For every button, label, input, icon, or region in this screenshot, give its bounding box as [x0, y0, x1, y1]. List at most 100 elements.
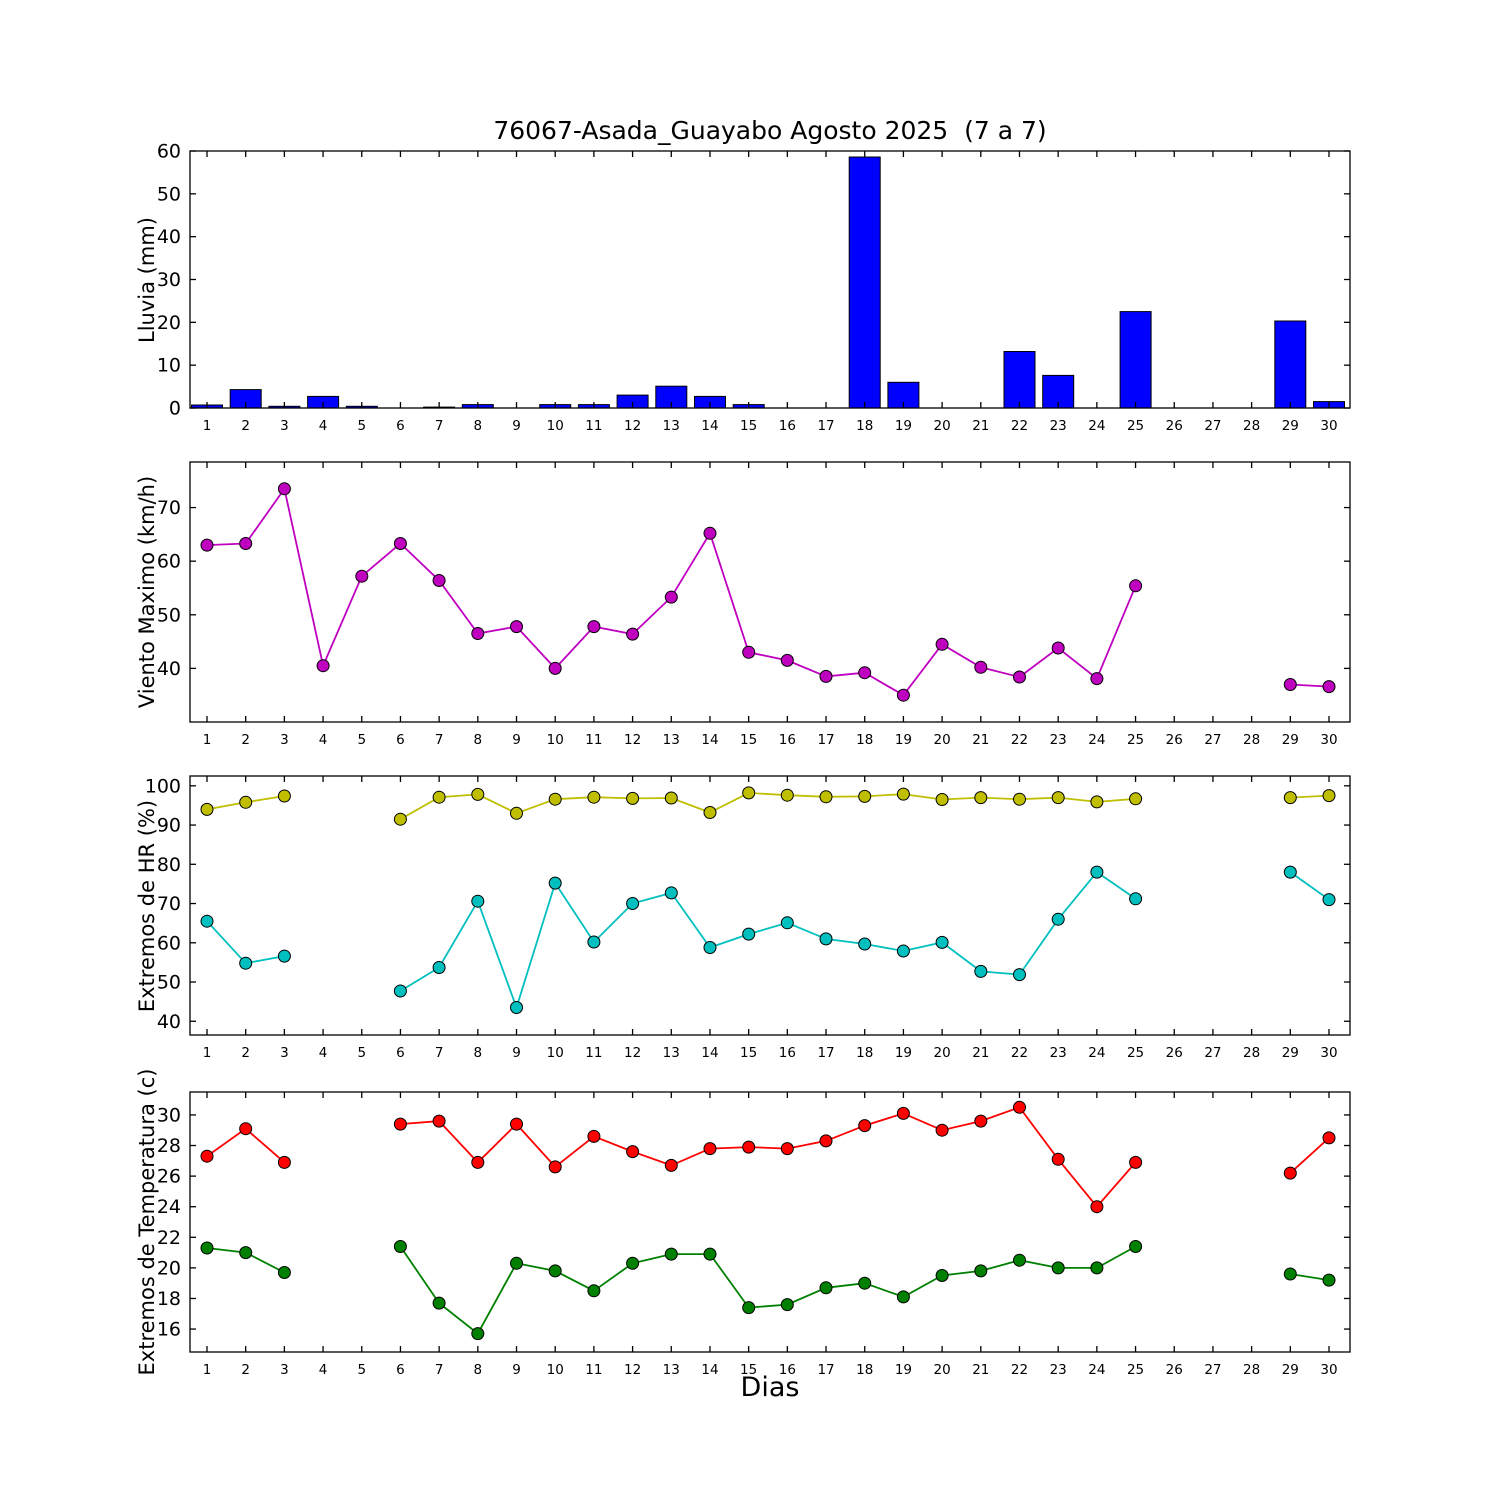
x-tick-label: 15 [740, 1045, 757, 1061]
x-tick-label: 3 [280, 732, 289, 748]
x-tick-label: 1 [203, 732, 212, 748]
marker-viento-maximo-day-3 [277, 482, 291, 496]
marker-hr-minima-day-20 [935, 935, 949, 949]
x-tick-label: 29 [1282, 732, 1299, 748]
x-tick-label: 16 [779, 1045, 796, 1061]
x-tick-label: 13 [663, 1362, 680, 1378]
marker-hr-maxima-day-6 [393, 812, 407, 826]
x-tick-label: 25 [1127, 1362, 1144, 1378]
y-tick-label: 40 [157, 226, 181, 248]
marker-viento-maximo-day-12 [626, 627, 640, 641]
x-tick-label: 12 [624, 1362, 641, 1378]
marker-temperatura-maxima-day-7 [432, 1114, 446, 1128]
marker-hr-maxima-day-12 [626, 791, 640, 805]
marker-temperatura-maxima-day-29 [1283, 1166, 1297, 1180]
marker-temperatura-maxima-day-1 [200, 1149, 214, 1163]
y-tick-label: 28 [157, 1135, 181, 1157]
marker-viento-maximo-day-18 [858, 666, 872, 680]
y-tick-label: 100 [145, 775, 181, 797]
y-tick-label: 70 [157, 893, 181, 915]
x-tick-label: 27 [1204, 418, 1221, 434]
x-tick-label: 28 [1243, 732, 1260, 748]
marker-hr-minima-day-3 [277, 949, 291, 963]
marker-hr-maxima-day-20 [935, 793, 949, 806]
marker-viento-maximo-day-10 [548, 661, 562, 675]
marker-hr-minima-day-22 [1013, 968, 1026, 982]
x-tick-label: 8 [474, 1045, 483, 1061]
line-hr-minima [399, 870, 1137, 1011]
marker-hr-minima-day-18 [858, 937, 872, 951]
x-tick-label: 8 [474, 418, 483, 434]
x-tick-label: 12 [624, 1045, 641, 1061]
x-tick-label: 30 [1320, 1362, 1337, 1378]
marker-hr-minima-day-12 [626, 897, 640, 910]
y-ticks: 16 18 20 22 24 26 28 30 [157, 1104, 1350, 1341]
x-tick-label: 9 [512, 1362, 521, 1378]
x-tick-label: 10 [547, 418, 564, 434]
marker-temperatura-maxima-day-16 [780, 1142, 794, 1156]
y-tick-label: 80 [157, 854, 181, 876]
x-tick-label: 30 [1320, 732, 1337, 748]
marker-temperatura-minima-day-24 [1090, 1261, 1104, 1275]
x-tick-label: 1 [203, 1045, 212, 1061]
marker-temperatura-maxima-day-30 [1322, 1131, 1336, 1145]
series-temperatura-minima [200, 1240, 1336, 1341]
x-tick-label: 19 [895, 1362, 912, 1378]
y-tick-label: 22 [157, 1227, 181, 1249]
y-tick-label: 40 [157, 1011, 181, 1033]
marker-hr-maxima-day-15 [742, 786, 756, 800]
y-tick-label: 20 [157, 1257, 181, 1279]
x-tick-label: 13 [663, 732, 680, 748]
x-tick-label: 17 [817, 418, 834, 434]
marker-temperatura-maxima-day-3 [277, 1155, 291, 1169]
y-tick-label: 50 [157, 972, 181, 994]
x-tick-label: 26 [1166, 732, 1183, 748]
marker-hr-maxima-day-14 [703, 806, 717, 819]
axes-frame [189, 775, 1351, 1036]
x-tick-label: 20 [934, 1045, 951, 1061]
line-temperatura-minima [1290, 1273, 1330, 1281]
bar-day-18 [848, 156, 881, 409]
marker-hr-maxima-day-18 [858, 789, 872, 803]
x-tick-label: 4 [319, 732, 328, 748]
x-tick-label: 6 [396, 732, 405, 748]
line-temperatura-maxima [1289, 1137, 1330, 1174]
ylabel-lluvia: Lluvia (mm) [135, 217, 159, 343]
marker-hr-maxima-day-10 [548, 792, 562, 806]
x-tick-label: 27 [1204, 732, 1221, 748]
x-ticks: 1 2 3 4 5 6 7 8 9 10 11 12 13 14 15 16 17 18 19 20 21 22 23 24 2… [203, 776, 1338, 1061]
marker-hr-maxima-day-11 [587, 790, 601, 804]
x-tick-label: 17 [817, 1045, 834, 1061]
marker-hr-maxima-day-9 [510, 806, 523, 820]
marker-viento-maximo-day-13 [664, 590, 678, 604]
x-tick-label: 21 [972, 732, 989, 748]
x-tick-label: 13 [663, 1045, 680, 1061]
y-tick-label: 18 [157, 1288, 181, 1310]
x-tick-label: 7 [435, 732, 444, 748]
x-tick-label: 13 [663, 418, 680, 434]
marker-hr-minima-day-6 [393, 984, 407, 998]
marker-temperatura-maxima-day-12 [626, 1145, 640, 1159]
x-tick-label: 5 [357, 1045, 366, 1061]
x-tick-label: 24 [1088, 418, 1105, 434]
marker-hr-minima-day-15 [742, 927, 756, 941]
x-tick-label: 9 [512, 1045, 521, 1061]
x-tick-label: 7 [435, 1362, 444, 1378]
marker-hr-minima-day-13 [664, 886, 678, 900]
y-tick-label: 70 [157, 497, 181, 519]
x-tick-label: 26 [1166, 1362, 1183, 1378]
x-tick-label: 6 [396, 1045, 405, 1061]
marker-hr-minima-day-16 [780, 916, 794, 930]
marker-viento-maximo-day-8 [471, 627, 485, 640]
marker-temperatura-minima-day-3 [277, 1266, 291, 1279]
line-hr-minima [1289, 871, 1330, 901]
x-tick-label: 8 [474, 1362, 483, 1378]
x-tick-label: 14 [701, 1045, 718, 1061]
marker-temperatura-maxima-day-24 [1090, 1200, 1104, 1214]
x-tick-label: 30 [1320, 1045, 1337, 1061]
marker-temperatura-maxima-day-9 [510, 1117, 523, 1131]
marker-temperatura-maxima-day-22 [1013, 1100, 1026, 1114]
